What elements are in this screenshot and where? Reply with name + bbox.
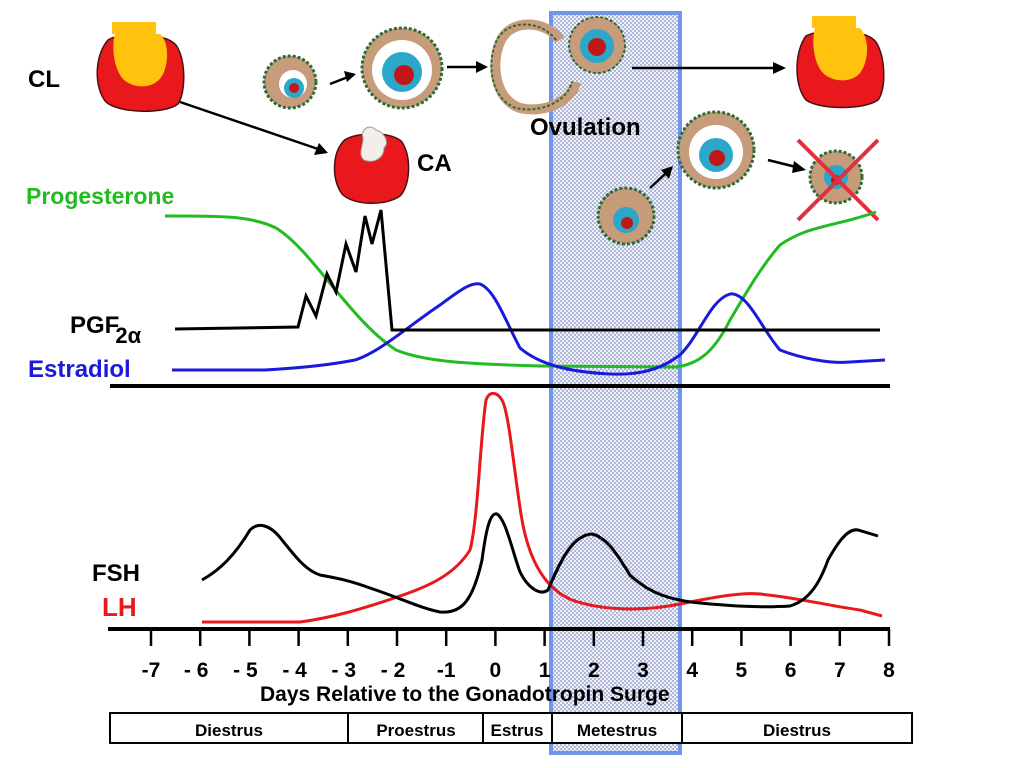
x-axis-tick-label: - 2: [380, 659, 406, 682]
x-axis-tick-label: 6: [784, 659, 797, 682]
regressed-corpus-luteum-icon: [796, 16, 885, 109]
lh-curve: [202, 392, 883, 624]
pgf-label: PGF2α: [70, 312, 145, 347]
pgf2a-curve: [174, 209, 880, 332]
corpus-luteum-icon: [96, 22, 185, 112]
dominant-follicle-icon: [360, 26, 444, 110]
phase-label: Diestrus: [762, 721, 832, 740]
ca-label: CA: [417, 150, 452, 177]
fsh-curve: [201, 512, 879, 614]
phase-label: Diestrus: [194, 721, 264, 740]
progesterone-label: Progesterone: [26, 183, 175, 209]
x-axis-ticks: [149, 629, 891, 646]
estradiol-label: Estradiol: [28, 356, 131, 383]
x-axis-tick-label: - 4: [282, 659, 307, 682]
fsh-label: FSH: [92, 560, 140, 587]
x-axis-title: Days Relative to the Gonadotropin Surge: [260, 683, 670, 706]
x-axis-tick-label: - 6: [183, 659, 209, 682]
x-axis-tick-label: 5: [735, 659, 748, 682]
phase-label: Metestrus: [576, 721, 658, 740]
second-wave-large-follicle-icon: [676, 110, 756, 190]
pgf-text: PGF: [70, 312, 120, 339]
cl-label: CL: [28, 66, 60, 93]
x-axis-tick-label: 0: [489, 659, 502, 682]
x-axis-tick-label: -7: [141, 659, 161, 682]
estradiol-curve: [172, 282, 886, 376]
progesterone-curve: [164, 210, 877, 369]
corpus-albicans-icon: [333, 126, 410, 204]
small-follicle-icon: [262, 54, 318, 110]
x-axis-tick-label: - 3: [331, 659, 357, 682]
x-axis-tick-label: 1: [538, 659, 551, 682]
x-axis-tick-label: 2: [587, 659, 600, 682]
atretic-follicle-icon: [796, 138, 880, 222]
x-axis-tick-label: -1: [436, 659, 456, 682]
x-axis-tick-label: 7: [833, 659, 846, 682]
phase-bar: [109, 712, 913, 744]
phase-label: Estrus: [490, 721, 544, 740]
cl-to-ca-arrow: [179, 100, 319, 151]
x-axis-tick-label: 3: [637, 659, 649, 682]
phase-label: Proestrus: [376, 721, 456, 740]
x-axis-tick-label: 8: [883, 659, 895, 682]
lh-label: LH: [102, 592, 137, 622]
ovulation-label: Ovulation: [530, 114, 641, 141]
second-wave-small-follicle-icon: [596, 186, 656, 246]
x-axis-tick-label: 4: [686, 659, 699, 682]
x-axis-tick-label: - 5: [233, 659, 258, 682]
pgf-subscript: 2α: [115, 323, 142, 348]
ruptured-follicle-icon: [490, 16, 626, 115]
